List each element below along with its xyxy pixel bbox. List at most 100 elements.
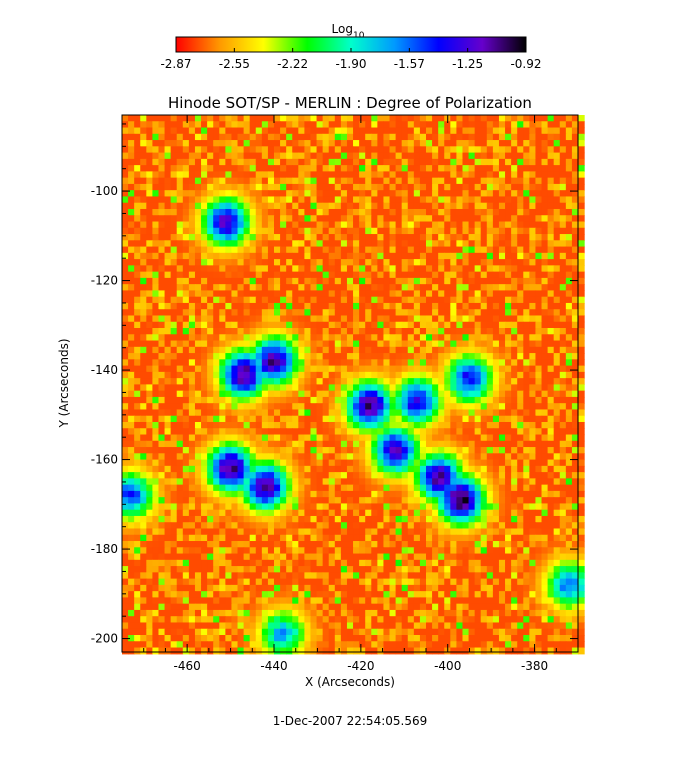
heatmap-cell <box>237 146 245 154</box>
heatmap-cell <box>553 127 561 135</box>
heatmap-cell <box>565 265 573 273</box>
heatmap-cell <box>444 484 451 492</box>
heatmap-cell <box>419 409 427 417</box>
heatmap-cell <box>383 503 391 511</box>
heatmap-cell <box>225 277 233 285</box>
heatmap-cell <box>322 421 330 429</box>
heatmap-cell <box>480 133 488 141</box>
heatmap-cell <box>274 140 281 147</box>
heatmap-cell <box>158 133 166 141</box>
heatmap-cell <box>535 140 543 147</box>
heatmap-cell <box>267 202 275 210</box>
heatmap-cell <box>346 190 354 198</box>
heatmap-cell <box>529 158 537 166</box>
heatmap-cell <box>292 378 299 385</box>
heatmap-cell <box>207 515 214 523</box>
heatmap-cell <box>194 284 202 292</box>
heatmap-cell <box>164 227 172 235</box>
heatmap-cell <box>237 440 245 448</box>
heatmap-cell <box>201 453 208 461</box>
heatmap-cell <box>164 390 172 398</box>
heatmap-cell <box>492 371 500 379</box>
heatmap-cell <box>547 434 555 442</box>
heatmap-cell <box>438 265 445 273</box>
heatmap-cell <box>511 390 518 398</box>
heatmap-cell <box>498 140 506 147</box>
heatmap-cell <box>201 115 208 122</box>
heatmap-cell <box>128 415 135 423</box>
heatmap-cell <box>140 522 147 530</box>
heatmap-cell <box>359 146 366 154</box>
heatmap-cell <box>401 127 409 135</box>
heatmap-cell <box>255 227 263 235</box>
heatmap-cell <box>310 515 318 523</box>
heatmap-cell <box>511 115 518 122</box>
heatmap-cell <box>462 265 470 273</box>
heatmap-cell <box>128 296 135 304</box>
heatmap-cell <box>541 277 549 285</box>
heatmap-cell <box>383 472 391 479</box>
heatmap-cell <box>432 334 439 342</box>
heatmap-cell <box>523 246 530 254</box>
heatmap-cell <box>365 284 372 292</box>
heatmap-cell <box>462 378 470 385</box>
heatmap-cell <box>419 403 427 411</box>
heatmap-cell <box>553 340 561 348</box>
heatmap-cell <box>261 284 269 292</box>
heatmap-cell <box>158 127 166 135</box>
heatmap-cell <box>231 115 239 122</box>
heatmap-cell <box>419 208 427 216</box>
heatmap-cell <box>353 472 360 479</box>
heatmap-cell <box>432 515 439 523</box>
heatmap-cell <box>578 490 585 498</box>
heatmap-cell <box>170 515 178 523</box>
heatmap-cell <box>432 484 439 492</box>
heatmap-cell <box>523 365 530 373</box>
heatmap-cell <box>365 177 372 185</box>
heatmap-cell <box>535 284 543 292</box>
heatmap-cell <box>237 127 245 135</box>
heatmap-cell <box>219 183 226 191</box>
heatmap-cell <box>383 146 391 154</box>
heatmap-cell <box>146 328 153 335</box>
heatmap-cell <box>359 378 366 385</box>
heatmap-cell <box>292 459 299 467</box>
heatmap-cell <box>322 121 330 129</box>
heatmap-cell <box>201 346 208 354</box>
heatmap-cell <box>559 190 567 198</box>
heatmap-cell <box>122 490 129 498</box>
heatmap-cell <box>498 384 506 392</box>
heatmap-cell <box>547 509 555 517</box>
heatmap-cell <box>274 346 281 354</box>
heatmap-cell <box>158 403 166 411</box>
heatmap-cell <box>571 321 579 329</box>
heatmap-cell <box>219 334 226 342</box>
heatmap-cell <box>523 340 530 348</box>
heatmap-cell <box>292 302 299 310</box>
heatmap-cell <box>359 133 366 141</box>
heatmap-cell <box>298 140 305 147</box>
heatmap-cell <box>486 384 494 392</box>
heatmap-cell <box>474 359 482 367</box>
heatmap-cell <box>371 234 378 241</box>
heatmap-cell <box>152 465 160 473</box>
heatmap-cell <box>280 177 287 185</box>
heatmap-cell <box>201 127 208 135</box>
heatmap-cell <box>413 315 421 323</box>
heatmap-cell <box>438 196 445 204</box>
heatmap-cell <box>486 378 494 385</box>
heatmap-cell <box>310 277 318 285</box>
heatmap-cell <box>316 484 324 492</box>
heatmap-cell <box>444 202 451 210</box>
heatmap-cell <box>134 384 141 392</box>
heatmap-cell <box>383 121 391 129</box>
heatmap-cell <box>164 353 172 360</box>
heatmap-cell <box>267 428 275 436</box>
heatmap-cell <box>529 234 537 241</box>
heatmap-cell <box>505 434 512 442</box>
heatmap-cell <box>413 428 421 436</box>
heatmap-cell <box>231 440 239 448</box>
heatmap-cell <box>389 409 397 417</box>
heatmap-cell <box>505 453 512 461</box>
heatmap-cell <box>486 509 494 517</box>
